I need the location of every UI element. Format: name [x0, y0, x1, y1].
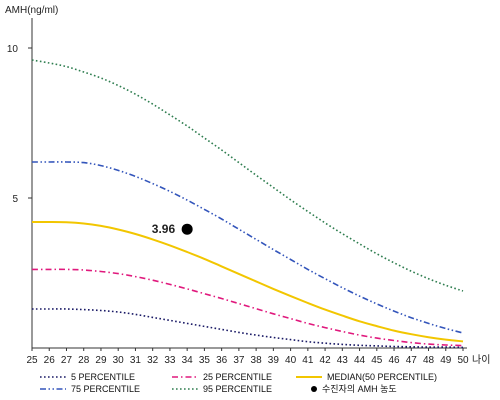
- legend-label: 수진자의 AMH 농도: [322, 384, 397, 394]
- x-tick-label: 27: [61, 355, 73, 366]
- x-tick-label: 46: [388, 355, 400, 366]
- patient-amh-point: [181, 223, 193, 235]
- y-tick-label: 10: [7, 44, 19, 55]
- legend-label: 75 PERCENTILE: [71, 384, 140, 394]
- patient-marker: 3.96: [152, 222, 193, 236]
- x-axis-title: 나이: [472, 354, 490, 366]
- legend-label: 95 PERCENTILE: [203, 384, 272, 394]
- x-tick-label: 34: [182, 355, 194, 366]
- x-tick-label: 47: [406, 355, 418, 366]
- x-tick-label: 38: [251, 355, 263, 366]
- y-tick-label: 5: [12, 194, 18, 205]
- y-ticks: 5 10: [7, 44, 32, 205]
- x-tick-label: 41: [302, 355, 314, 366]
- axes: [31, 18, 467, 349]
- x-tick-label: 35: [199, 355, 211, 366]
- series-line-95-percentile: [31, 59, 464, 292]
- y-axis-title: AMH(ng/ml): [5, 5, 58, 16]
- legend-label: 25 PERCENTILE: [203, 372, 272, 382]
- legend-marker-swatch: [311, 386, 317, 392]
- x-tick-label: 48: [423, 355, 435, 366]
- series-line-25-percentile: [32, 268, 464, 347]
- x-tick-label: 32: [147, 355, 159, 366]
- patient-amh-value-label: 3.96: [152, 222, 176, 236]
- series-line-75-percentile: [32, 161, 464, 334]
- x-tick-label: 29: [95, 355, 107, 366]
- x-tick-label: 39: [268, 355, 280, 366]
- x-tick-label: 43: [337, 355, 349, 366]
- x-tick-label: 30: [113, 355, 125, 366]
- x-tick-label: 25: [26, 355, 38, 366]
- series-lines: [31, 59, 464, 349]
- x-tick-label: 40: [285, 355, 297, 366]
- x-tick-label: 37: [233, 355, 245, 366]
- x-tick-label: 42: [320, 355, 332, 366]
- series-line-median-50-percentile: [31, 220, 464, 343]
- x-tick-label: 44: [354, 355, 366, 366]
- legend-label: MEDIAN(50 PERCENTILE): [327, 372, 437, 382]
- legend: 5 PERCENTILE 25 PERCENTILE MEDIAN(50 PERCE…: [40, 372, 437, 394]
- legend-label: 5 PERCENTILE: [71, 372, 135, 382]
- x-tick-label: 36: [216, 355, 228, 366]
- series-line-5-percentile: [32, 308, 464, 349]
- x-tick-label: 50: [457, 355, 469, 366]
- x-tick-label: 28: [78, 355, 90, 366]
- x-tick-label: 45: [371, 355, 383, 366]
- x-tick-label: 31: [130, 355, 142, 366]
- x-ticks: 25 26 27 28 29 30 31 32 33 34 35 36 37 38 39 40 41 42 43 44…: [26, 348, 469, 366]
- x-tick-label: 33: [164, 355, 176, 366]
- x-tick-label: 26: [44, 355, 56, 366]
- x-tick-label: 49: [440, 355, 452, 366]
